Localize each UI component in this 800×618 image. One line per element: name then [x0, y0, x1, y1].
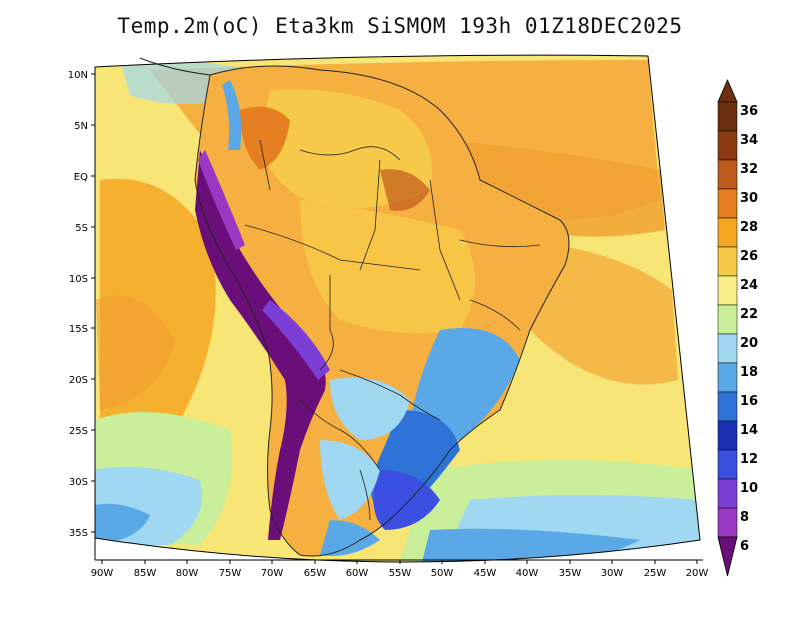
lat-tick: EQ	[74, 172, 95, 183]
colorbar-cap-bottom	[717, 536, 738, 577]
country-borders	[244, 139, 541, 521]
lon-tick: 75W	[219, 560, 242, 579]
svg-text:25W: 25W	[644, 568, 667, 579]
colorbar: 36 34 32 30 28 26 24 22 20 18 16 14 12 1…	[717, 78, 758, 577]
map-frame	[94, 54, 701, 563]
colorbar-label: 8	[740, 510, 749, 525]
svg-text:50W: 50W	[431, 568, 454, 579]
lat-tick: 25S	[69, 426, 95, 437]
longitude-axis: 90W 85W 80W 75W 70W 65W 60W 55W 50W 45W …	[91, 559, 709, 579]
colorbar-swatch	[717, 362, 738, 393]
svg-text:70W: 70W	[261, 568, 284, 579]
svg-text:20W: 20W	[686, 568, 709, 579]
svg-text:65W: 65W	[304, 568, 327, 579]
svg-text:85W: 85W	[134, 568, 157, 579]
continent-land	[195, 66, 569, 556]
lon-tick: 55W	[389, 560, 412, 579]
svg-text:80W: 80W	[176, 568, 199, 579]
svg-text:5S: 5S	[75, 223, 88, 234]
svg-text:40W: 40W	[516, 568, 539, 579]
svg-text:30S: 30S	[69, 477, 88, 488]
lon-tick: 40W	[516, 560, 539, 579]
latitude-axis: 10N 5N EQ 5S 10S 15S 20S 25S 30S 35S	[68, 67, 96, 560]
colorbar-swatch	[717, 101, 738, 132]
colorbar-swatch	[717, 246, 738, 277]
svg-text:10S: 10S	[69, 274, 88, 285]
colorbar-swatch	[717, 304, 738, 335]
lon-tick: 35W	[559, 560, 582, 579]
colorbar-cap-top	[717, 78, 738, 103]
svg-text:5N: 5N	[74, 121, 88, 132]
colorbar-label: 28	[740, 220, 758, 235]
lat-tick: 10S	[69, 274, 95, 285]
lat-tick: 30S	[69, 477, 95, 488]
colorbar-label: 6	[740, 539, 749, 554]
colorbar-label: 34	[740, 133, 758, 148]
colorbar-swatch	[717, 159, 738, 190]
lat-tick: 35S	[69, 528, 95, 539]
lon-tick: 25W	[644, 560, 667, 579]
svg-text:60W: 60W	[346, 568, 369, 579]
lon-tick: 20W	[686, 560, 709, 579]
svg-text:35W: 35W	[559, 568, 582, 579]
colorbar-swatch	[717, 391, 738, 422]
svg-text:15S: 15S	[69, 324, 88, 335]
svg-text:90W: 90W	[91, 568, 114, 579]
colorbar-swatch	[717, 420, 738, 451]
lon-tick: 90W	[91, 560, 114, 579]
colorbar-label: 30	[740, 191, 758, 206]
colorbar-label: 10	[740, 481, 758, 496]
colorbar-swatch	[717, 507, 738, 538]
svg-text:20S: 20S	[69, 375, 88, 386]
lon-tick: 45W	[474, 560, 497, 579]
lon-tick: 85W	[134, 560, 157, 579]
svg-text:30W: 30W	[601, 568, 624, 579]
lon-tick: 50W	[431, 560, 454, 579]
chart-title: Temp.2m(oC) Eta3km SiSMOM 193h 01Z18DEC2…	[117, 14, 683, 38]
colorbar-swatch	[717, 188, 738, 219]
colorbar-swatch	[717, 333, 738, 364]
colorbar-label: 18	[740, 365, 758, 380]
colorbar-swatch	[717, 275, 738, 306]
lat-tick: 5N	[74, 121, 95, 132]
lon-tick: 30W	[601, 560, 624, 579]
colorbar-label: 12	[740, 452, 758, 467]
colorbar-label: 24	[740, 278, 758, 293]
colorbar-label: 22	[740, 307, 758, 322]
colorbar-swatch	[717, 130, 738, 161]
lat-tick: 10N	[68, 70, 95, 81]
colorbar-label: 14	[740, 423, 758, 438]
colorbar-label: 16	[740, 394, 758, 409]
lon-tick: 70W	[261, 560, 284, 579]
svg-text:75W: 75W	[219, 568, 242, 579]
svg-text:55W: 55W	[389, 568, 412, 579]
colorbar-swatch	[717, 217, 738, 248]
colorbar-label: 36	[740, 104, 758, 119]
svg-text:25S: 25S	[69, 426, 88, 437]
coastline	[139, 57, 570, 557]
lon-tick: 80W	[176, 560, 199, 579]
svg-text:10N: 10N	[68, 70, 88, 81]
colorbar-label: 20	[740, 336, 758, 351]
colorbar-label: 32	[740, 162, 758, 177]
svg-text:EQ: EQ	[74, 172, 88, 183]
lat-tick: 20S	[69, 375, 95, 386]
lat-tick: 5S	[75, 223, 95, 234]
colorbar-swatch	[717, 478, 738, 509]
lat-tick: 15S	[69, 324, 95, 335]
lon-tick: 60W	[346, 560, 369, 579]
svg-text:35S: 35S	[69, 528, 88, 539]
colorbar-label: 26	[740, 249, 758, 264]
lon-tick: 65W	[304, 560, 327, 579]
colorbar-swatch	[717, 449, 738, 480]
svg-text:45W: 45W	[474, 568, 497, 579]
